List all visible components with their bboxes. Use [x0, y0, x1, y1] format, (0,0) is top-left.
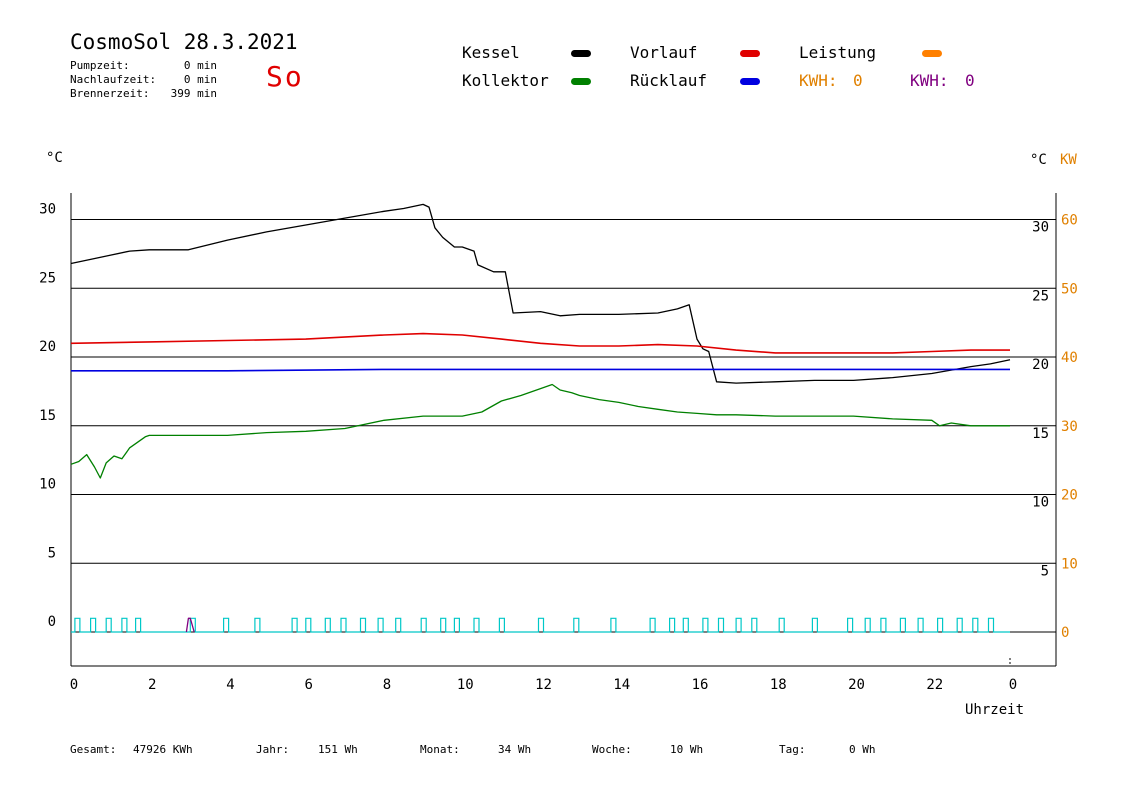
y-tick-right-power-40: 40: [1061, 350, 1078, 366]
x-tick-1: 2: [148, 677, 156, 693]
y-tick-left-10: 10: [39, 477, 56, 493]
x-tick-12: 0: [1009, 677, 1017, 693]
stat-pumpzeit-label: Pumpzeit:: [70, 59, 130, 72]
footer-monat-label: Monat:: [420, 743, 460, 756]
y-tick-right-power-60: 60: [1061, 213, 1078, 229]
y-tick-right-temp-10: 10: [1032, 495, 1049, 511]
stat-pumpzeit-value: 0 min: [183, 59, 217, 72]
y-tick-right-power-10: 10: [1061, 556, 1078, 572]
footer-tag-label: Tag:: [779, 743, 806, 756]
footer-gesamt-value: 47926 KWh: [133, 743, 193, 756]
y-axis-left-unit: °C: [46, 150, 63, 166]
legend-kwh2-label: KWH:: [910, 71, 949, 90]
x-tick-5: 10: [457, 677, 474, 693]
x-tick-0: 0: [70, 677, 78, 693]
y-tick-left-15: 15: [39, 408, 56, 424]
y-tick-left-5: 5: [48, 545, 56, 561]
footer-tag-value: 0 Wh: [849, 743, 876, 756]
legend-vorlauf-swatch: [740, 50, 760, 57]
legend-leistung-label: Leistung: [799, 43, 877, 62]
x-tick-11: 22: [926, 677, 943, 693]
y-tick-left-20: 20: [39, 339, 56, 355]
y-tick-left-25: 25: [39, 270, 56, 286]
legend-kollektor-label: Kollektor: [462, 71, 549, 90]
stat-nachlaufzeit-value: 0 min: [183, 73, 217, 86]
footer-woche-label: Woche:: [592, 743, 632, 756]
series-kollektor: [70, 383, 1010, 479]
x-tick-9: 18: [770, 677, 787, 693]
x-tick-4: 8: [383, 677, 391, 693]
legend-vorlauf-label: Vorlauf: [630, 43, 698, 62]
y-tick-right-power-30: 30: [1061, 419, 1078, 435]
x-tick-10: 20: [848, 677, 865, 693]
footer-jahr-label: Jahr:: [256, 743, 290, 756]
y-tick-right-power-50: 50: [1061, 281, 1078, 297]
footer-woche-value: 10 Wh: [670, 743, 704, 756]
y-tick-right-temp-30: 30: [1032, 220, 1049, 236]
legend-leistung-swatch: [922, 50, 942, 57]
legend-kessel-label: Kessel: [462, 43, 520, 62]
chart-grid: [71, 219, 1056, 633]
footer-monat-value: 34 Wh: [498, 743, 532, 756]
x-tick-3: 6: [305, 677, 313, 693]
legend-kwh2-value: 0: [965, 71, 975, 90]
series-pumpe: [185, 617, 195, 633]
stat-brennerzeit-label: Brennerzeit:: [70, 87, 150, 100]
stat-nachlaufzeit-label: Nachlaufzeit:: [70, 73, 157, 86]
weekday-label: So: [266, 60, 304, 93]
x-tick-6: 12: [535, 677, 552, 693]
legend-kessel-swatch: [571, 50, 591, 57]
footer-jahr-value: 151 Wh: [318, 743, 358, 756]
series-r-cklauf: [71, 368, 1010, 372]
x-tick-7: 14: [613, 677, 630, 693]
legend-ruecklauf-label: Rücklauf: [630, 71, 708, 90]
legend-ruecklauf-swatch: [740, 78, 760, 85]
series-brenner: [71, 617, 1010, 633]
y-tick-left-30: 30: [39, 202, 56, 218]
x-tick-8: 16: [692, 677, 709, 693]
stat-brennerzeit-value: 399 min: [170, 87, 217, 100]
y-tick-right-power-20: 20: [1061, 488, 1078, 504]
series-vorlauf: [70, 332, 1010, 354]
series-kessel: [70, 203, 1011, 384]
y-tick-right-temp-20: 20: [1032, 357, 1049, 373]
y-tick-right-temp-5: 5: [1041, 563, 1049, 579]
legend-kwh1-value: 0: [853, 71, 863, 90]
y-tick-left-0: 0: [48, 614, 56, 630]
chart-series: [70, 203, 1011, 633]
x-tick-2: 4: [226, 677, 234, 693]
y-tick-right-power-0: 0: [1061, 625, 1069, 641]
y-axis-right-power-unit: KW: [1060, 152, 1077, 168]
footer-gesamt-label: Gesamt:: [70, 743, 117, 756]
x-axis-label: Uhrzeit: [965, 702, 1025, 718]
page-title: CosmoSol 28.3.2021: [70, 30, 298, 54]
legend-kwh1-label: KWH:: [799, 71, 838, 90]
y-axis-right-temp-unit: °C: [1030, 152, 1047, 168]
chart-axes: [70, 193, 1057, 667]
y-tick-right-temp-15: 15: [1032, 426, 1049, 442]
legend-kollektor-swatch: [571, 78, 591, 85]
y-tick-right-temp-25: 25: [1032, 288, 1049, 304]
